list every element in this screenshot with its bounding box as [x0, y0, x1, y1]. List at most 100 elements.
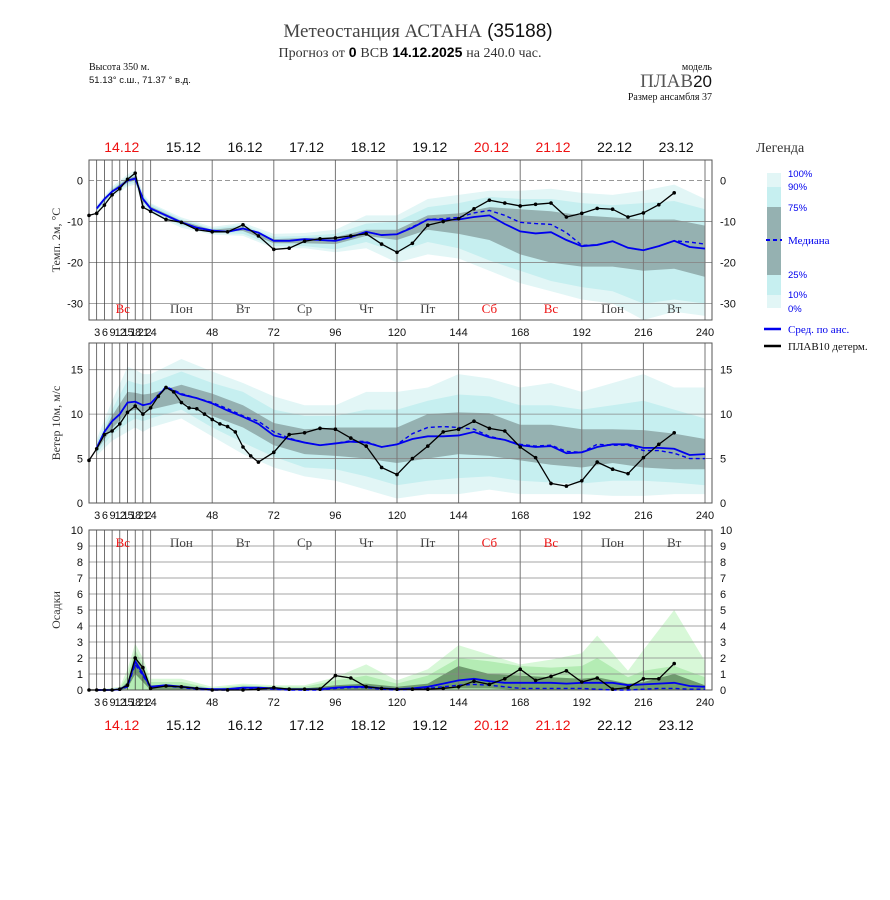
legend-swatch-10-25: [767, 275, 781, 295]
det-point: [333, 673, 338, 678]
y-tick-right: 5: [720, 605, 726, 617]
x-tick-label: 18: [130, 327, 141, 339]
det-point: [210, 688, 214, 692]
x-tick-label: 24: [145, 697, 156, 709]
y-tick-left: 8: [77, 557, 83, 569]
det-point: [156, 394, 161, 399]
x-tick-label: 6: [102, 510, 108, 522]
det-point: [379, 242, 384, 246]
legend-label-100: 100%: [788, 169, 813, 180]
det-point: [549, 481, 553, 486]
x-tick-label: 9: [110, 697, 116, 709]
date-label: 14.12: [104, 717, 139, 733]
det-point: [564, 669, 569, 673]
det-point: [164, 684, 168, 688]
panel-frame: [88, 529, 713, 691]
det-point: [125, 683, 130, 687]
legend-swatch-75-90: [767, 187, 781, 207]
det-point: [102, 432, 107, 437]
det-point: [318, 426, 322, 431]
model-name: ПЛАВ20: [640, 71, 712, 92]
det-point: [241, 445, 245, 449]
det-point: [202, 412, 207, 416]
weekday-label: Ср: [297, 301, 312, 316]
y-tick-right: 8: [720, 557, 726, 569]
x-tick-label: 168: [511, 327, 529, 339]
y-tick-right: 6: [720, 589, 726, 601]
det-point: [441, 430, 446, 434]
det-point: [141, 205, 145, 209]
det-point: [533, 678, 538, 683]
legend-label-75: 75%: [788, 203, 808, 214]
weekday-label: Вс: [116, 301, 131, 316]
date-label: 23.12: [659, 139, 694, 155]
x-tick-label: 120: [388, 327, 406, 339]
det-point: [595, 460, 599, 464]
date-label: 18.12: [351, 717, 386, 733]
det-point: [518, 204, 522, 208]
det-point: [94, 211, 99, 216]
det-point: [657, 677, 661, 681]
legend-label-10: 10%: [788, 290, 808, 301]
x-tick-label: 96: [329, 510, 341, 522]
weekday-label: Вс: [116, 535, 131, 550]
altitude: Высота 350 м.: [89, 62, 149, 73]
det-point: [195, 406, 199, 411]
y-tick-left: 0: [77, 176, 83, 188]
det-point: [626, 471, 630, 476]
x-tick-label: 6: [102, 697, 108, 709]
det-point: [171, 390, 176, 394]
x-tick-label: 96: [329, 327, 341, 339]
station-name: Метеостанция АСТАНА: [283, 21, 482, 42]
x-tick-label: 12: [115, 327, 126, 339]
x-tick-label: 192: [573, 327, 591, 339]
weekday-label: Вт: [236, 301, 251, 316]
x-tick-label: 9: [110, 510, 116, 522]
date-label: 20.12: [474, 717, 509, 733]
date-label: 22.12: [597, 717, 632, 733]
det-point: [110, 688, 114, 692]
x-tick-label: 192: [573, 510, 591, 522]
title: Метеостанция АСТАНА (35188): [283, 21, 552, 42]
x-tick-label: 18: [130, 510, 141, 522]
det-point: [148, 209, 153, 214]
y-tick-left: 15: [71, 365, 83, 377]
det-point: [148, 686, 153, 691]
weekday-label: Пон: [170, 535, 193, 550]
det-point: [94, 688, 99, 692]
y-tick-right: 9: [720, 541, 726, 553]
y-tick-left: 5: [77, 605, 83, 617]
x-tick-label: 21: [138, 327, 149, 339]
det-point: [472, 207, 476, 211]
date-label: 15.12: [166, 717, 201, 733]
y-tick-right: 15: [720, 365, 732, 377]
det-point: [164, 385, 168, 390]
y-tick-left: 5: [77, 454, 83, 466]
x-tick-label: 48: [206, 327, 218, 339]
x-tick-label: 240: [696, 697, 714, 709]
y-tick-left: 10: [71, 525, 83, 537]
x-tick-label: 120: [388, 697, 406, 709]
det-point: [302, 687, 307, 691]
det-point: [179, 220, 184, 225]
x-tick-label: 12: [115, 697, 126, 709]
y-tick-left: 10: [71, 409, 83, 421]
det-point: [364, 232, 369, 236]
det-point: [164, 217, 168, 222]
x-tick-label: 15: [122, 697, 133, 709]
x-tick-label: 48: [206, 510, 218, 522]
det-point: [225, 424, 230, 429]
det-point: [595, 676, 599, 680]
coordinates: 51.13° с.ш., 71.37 ° в.д.: [89, 75, 191, 86]
x-tick-label: 144: [449, 510, 467, 522]
x-tick-label: 72: [268, 327, 280, 339]
det-point: [456, 685, 461, 689]
det-point: [87, 213, 91, 218]
x-tick-label: 96: [329, 697, 341, 709]
det-point: [118, 422, 122, 426]
det-point: [318, 236, 322, 241]
y-tick-left: -30: [67, 299, 83, 311]
date-label: 16.12: [227, 139, 262, 155]
y-tick-left: 3: [77, 637, 83, 649]
